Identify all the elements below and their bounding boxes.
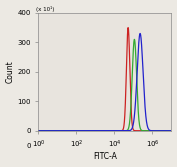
Y-axis label: Count: Count xyxy=(5,60,15,83)
Text: (x 10¹): (x 10¹) xyxy=(36,6,54,12)
Text: 0: 0 xyxy=(27,142,31,148)
X-axis label: FITC-A: FITC-A xyxy=(93,152,117,161)
